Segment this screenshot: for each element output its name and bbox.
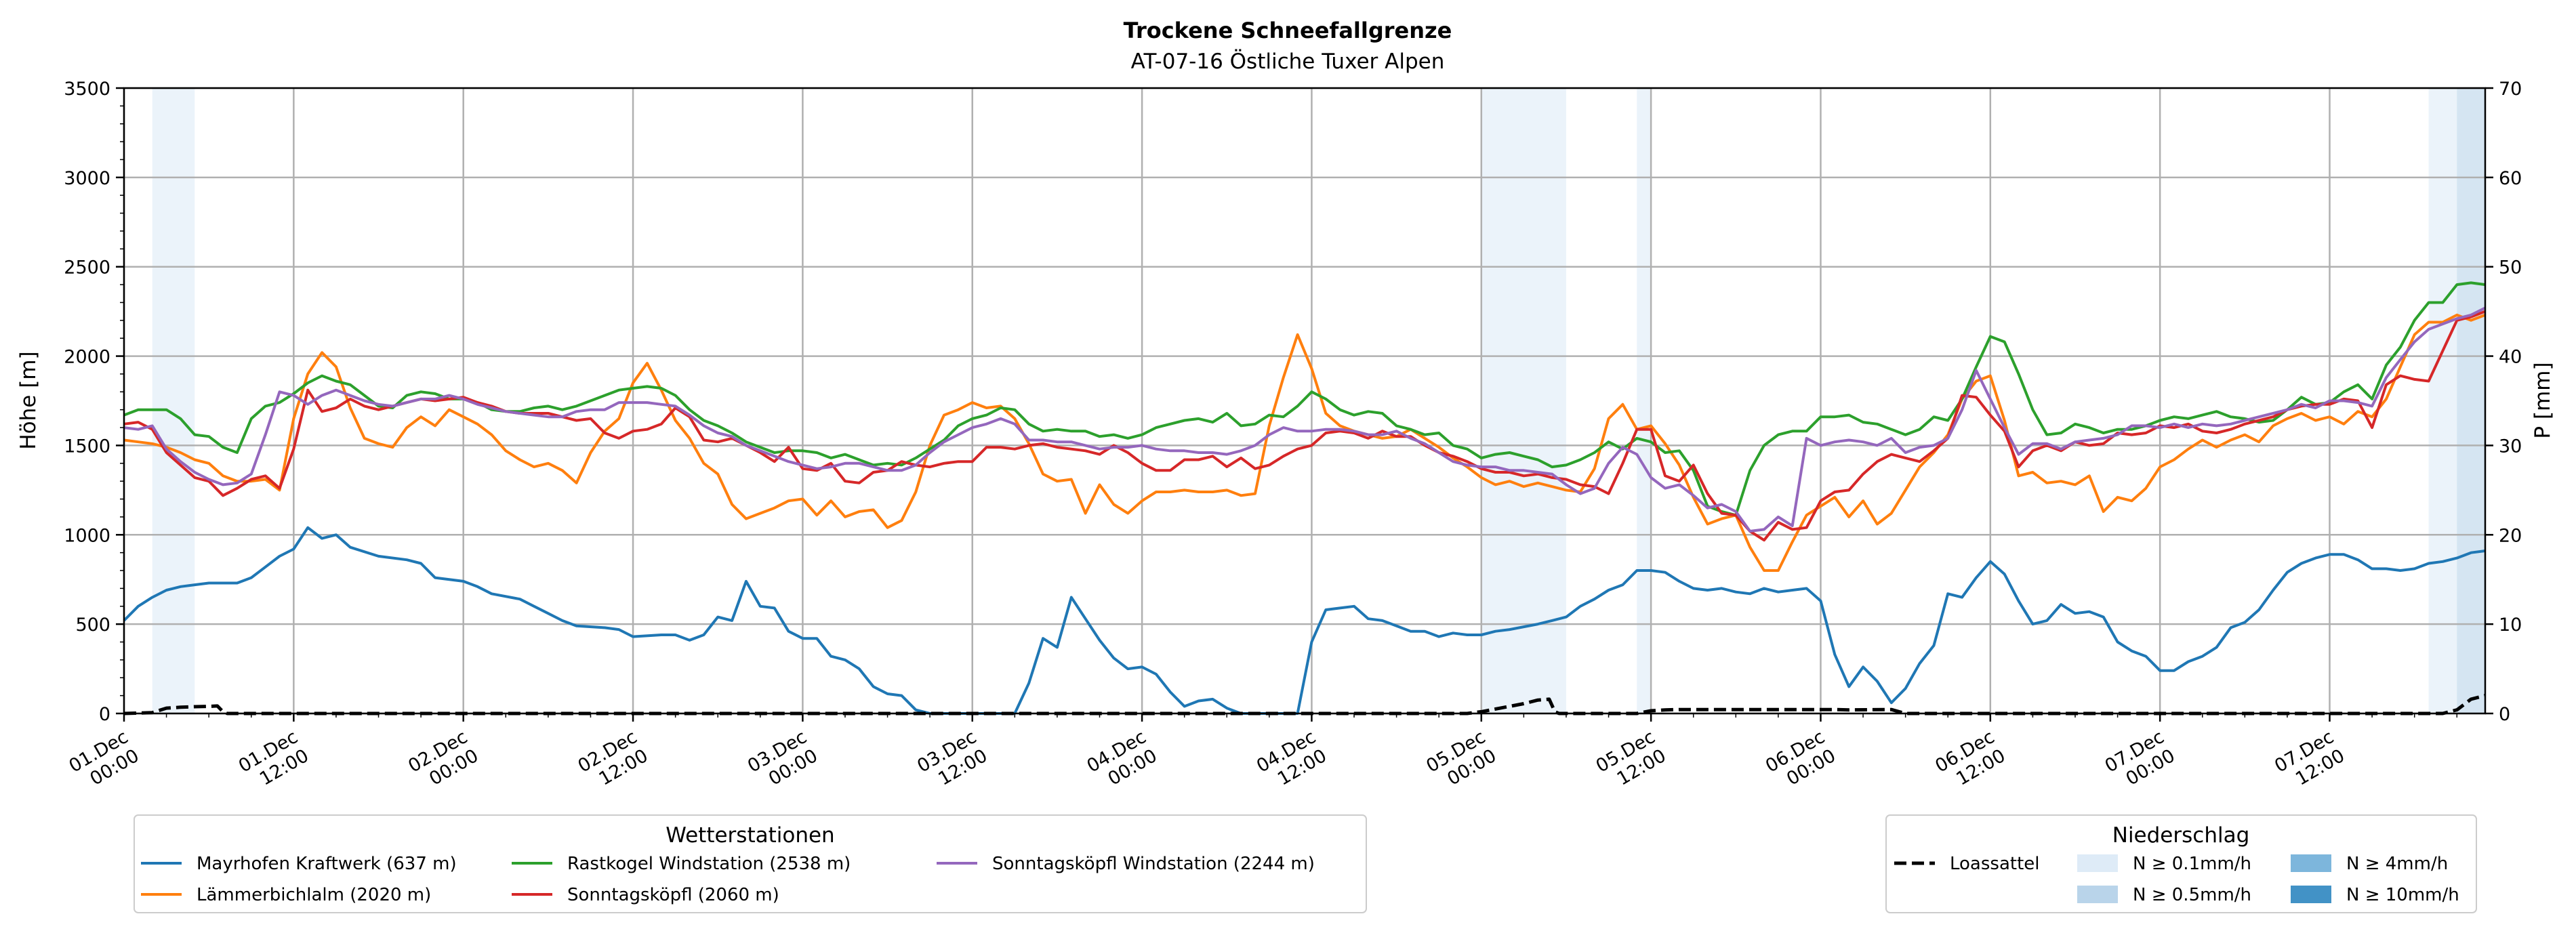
y-tick-label: 0	[99, 704, 110, 725]
x-tick-label: 06.Dec12:00	[1931, 726, 2009, 795]
legend-precip-label: N ≥ 0.5mm/h	[2133, 885, 2251, 905]
y2-tick-label: 0	[2499, 704, 2510, 725]
legend-precip-label: Loassattel	[1950, 854, 2040, 874]
legend-stations-title: Wetterstationen	[666, 823, 834, 848]
y2-tick-label: 60	[2499, 168, 2522, 189]
precip-band	[152, 88, 195, 713]
y-tick-label: 2000	[64, 347, 110, 368]
precip-band	[2457, 88, 2485, 713]
legend-station-label: Mayrhofen Kraftwerk (637 m)	[197, 854, 457, 874]
y-tick-label: 1500	[64, 436, 110, 457]
y2-tick-label: 10	[2499, 615, 2522, 636]
legend-station-label: Sonntagsköpfl (2060 m)	[567, 885, 779, 905]
x-tick-label: 05.Dec00:00	[1423, 726, 1500, 795]
y2-tick-label: 70	[2499, 79, 2522, 100]
legend-precip-label: N ≥ 4mm/h	[2346, 854, 2448, 874]
x-tick-label: 07.Dec12:00	[2271, 726, 2348, 795]
x-tick-label: 01.Dec12:00	[235, 726, 312, 795]
x-tick-label: 03.Dec12:00	[914, 726, 991, 795]
y2-tick-label: 20	[2499, 525, 2522, 546]
x-tick-label: 07.Dec00:00	[2102, 726, 2179, 795]
legend-station-label: Rastkogel Windstation (2538 m)	[567, 854, 851, 874]
series-lines	[123, 281, 2486, 716]
y-tick-label: 3000	[64, 168, 110, 189]
precip-band	[2428, 88, 2457, 713]
legend-precip-swatch	[2077, 886, 2118, 903]
y2-tick-label: 30	[2499, 436, 2522, 457]
precip-band	[1637, 88, 1652, 713]
y2-tick-label: 40	[2499, 347, 2522, 368]
y-tick-label: 500	[75, 615, 110, 636]
legend-stations: Wetterstationen Mayrhofen Kraftwerk (637…	[134, 814, 1367, 913]
legend-station-label: Lämmerbichlalm (2020 m)	[197, 885, 431, 905]
x-tick-label: 06.Dec00:00	[1762, 726, 1839, 795]
series-line	[123, 694, 2486, 716]
series-line	[123, 313, 2486, 572]
x-tick-label: 04.Dec00:00	[1084, 726, 1161, 795]
legend-precip-swatch	[2291, 886, 2331, 903]
chart-title: Trockene Schneefallgrenze	[1124, 18, 1452, 43]
y-axis-right: 0 10 20 30 40 50 60 70	[2485, 79, 2522, 725]
legend-precip-label: N ≥ 0.1mm/h	[2133, 854, 2251, 874]
x-tick-label: 03.Dec00:00	[744, 726, 821, 795]
x-tick-label: 02.Dec12:00	[575, 726, 652, 795]
x-tick-label: 01.Dec00:00	[66, 726, 143, 795]
legend-precip-swatch	[2291, 854, 2331, 872]
series-line	[123, 526, 2486, 715]
x-axis: 01.Dec00:00 01.Dec12:00 02.Dec00:00 02.Dec1…	[66, 713, 2458, 795]
y-tick-label: 3500	[64, 79, 110, 100]
legend-precip: Niederschlag Loassattel N ≥ 0.1mm/h N ≥ 0.…	[1885, 814, 2477, 913]
plot-frame	[123, 87, 2487, 715]
y-axis-left: 0 500 1000 1500 2000 2500 3000 3500	[64, 79, 124, 725]
y2-tick-label: 50	[2499, 257, 2522, 278]
legend-station-label: Sonntagsköpfl Windstation (2244 m)	[992, 854, 1315, 874]
chart-subtitle: AT-07-16 Östliche Tuxer Alpen	[1131, 49, 1445, 74]
series-line	[123, 306, 2486, 533]
legend-stations-frame	[134, 814, 1367, 913]
x-tick-label: 04.Dec12:00	[1253, 726, 1330, 795]
y2-axis-label: P [mm]	[2531, 362, 2555, 438]
precip-bands	[152, 88, 2485, 713]
x-tick-label: 05.Dec12:00	[1593, 726, 1670, 795]
legend-precip-label: N ≥ 10mm/h	[2346, 885, 2459, 905]
series-line	[123, 281, 2486, 517]
y-tick-label: 2500	[64, 257, 110, 278]
legend-precip-title: Niederschlag	[2112, 823, 2250, 848]
precip-band	[1481, 88, 1566, 713]
y-axis-label: Höhe [m]	[16, 351, 41, 449]
y-tick-label: 1000	[64, 525, 110, 546]
x-tick-label: 02.Dec00:00	[405, 726, 482, 795]
legend-precip-swatch	[2077, 854, 2118, 872]
